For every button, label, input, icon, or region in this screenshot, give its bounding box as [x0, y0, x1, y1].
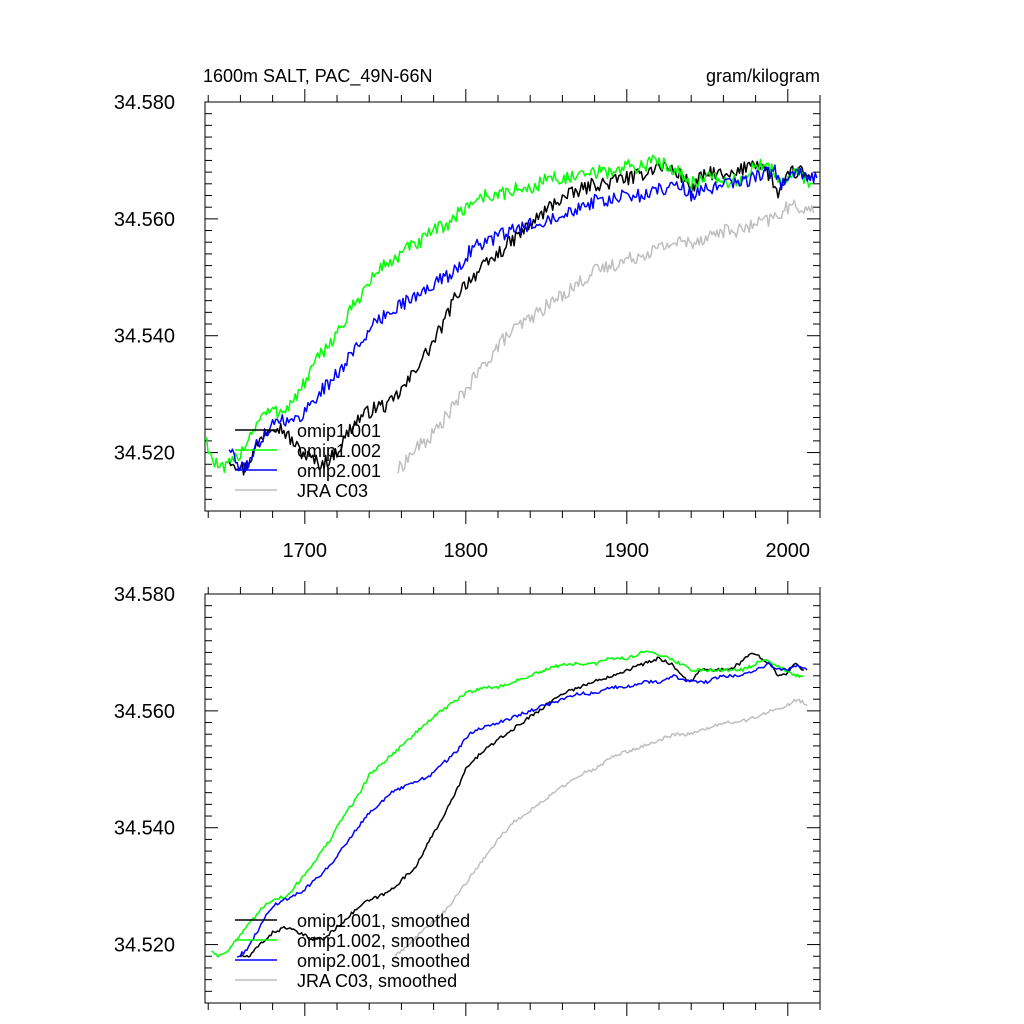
plot-frame	[204, 101, 821, 512]
panel-raw: 34.520 34.540 34.560 34.580 1700 1800 1900 2000…	[114, 89, 821, 562]
x-tick-label: 2000	[766, 540, 811, 562]
x-tick-label: 1900	[605, 540, 650, 562]
y-tick-label: 34.520	[114, 443, 175, 465]
panel-smoothed: 34.520 34.540 34.560 34.580 omip1.001, smoot…	[114, 581, 821, 1016]
series-line-jra-c03	[397, 199, 815, 474]
x-tick-label: 1700	[283, 540, 328, 562]
y-tick-label: 34.540	[114, 818, 175, 840]
plot-title-left: 1600m SALT, PAC_49N-66N	[203, 66, 432, 87]
legend-label: JRA C03, smoothed	[297, 971, 457, 991]
y-tick-label: 34.520	[114, 935, 175, 957]
series-line-omip1-002-smoothed	[211, 650, 805, 958]
plot-frame	[204, 593, 821, 1004]
legend-label: omip1.002, smoothed	[297, 931, 470, 951]
legend-label: omip2.001, smoothed	[297, 951, 470, 971]
legend-label: omip1.001, smoothed	[297, 911, 470, 931]
legend-label: omip2.001	[297, 461, 381, 481]
series-line-omip1-001	[228, 160, 811, 476]
plot-title-right: gram/kilogram	[706, 66, 820, 86]
x-tick-label: 1800	[444, 540, 489, 562]
series-line-jra-c03-smoothed	[394, 698, 808, 958]
y-tick-label: 34.560	[114, 701, 175, 723]
legend-label: JRA C03	[297, 481, 368, 501]
series-line-omip1-002	[204, 154, 814, 474]
y-tick-label: 34.580	[114, 92, 175, 114]
legend-label: omip1.002	[297, 441, 381, 461]
y-tick-label: 34.540	[114, 326, 175, 348]
series-line-omip2-001-smoothed	[236, 661, 808, 958]
legend-label: omip1.001	[297, 421, 381, 441]
y-tick-label: 34.560	[114, 209, 175, 231]
y-tick-label: 34.580	[114, 584, 175, 606]
series-line-omip2-001	[228, 164, 818, 473]
